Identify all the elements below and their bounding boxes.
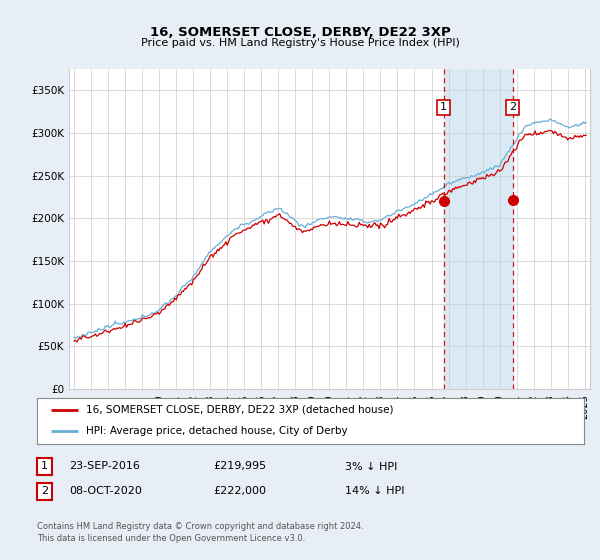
Text: HPI: Average price, detached house, City of Derby: HPI: Average price, detached house, City…	[86, 426, 348, 436]
Bar	[444, 69, 513, 389]
Text: Price paid vs. HM Land Registry's House Price Index (HPI): Price paid vs. HM Land Registry's House …	[140, 38, 460, 48]
Text: 08-OCT-2020: 08-OCT-2020	[69, 486, 142, 496]
Text: 3% ↓ HPI: 3% ↓ HPI	[345, 461, 397, 472]
Text: Contains HM Land Registry data © Crown copyright and database right 2024.
This d: Contains HM Land Registry data © Crown c…	[37, 522, 364, 543]
Text: 16, SOMERSET CLOSE, DERBY, DE22 3XP: 16, SOMERSET CLOSE, DERBY, DE22 3XP	[149, 26, 451, 39]
Text: 1: 1	[41, 461, 48, 472]
Text: 2: 2	[509, 102, 516, 113]
Text: 14% ↓ HPI: 14% ↓ HPI	[345, 486, 404, 496]
Text: 23-SEP-2016: 23-SEP-2016	[69, 461, 140, 472]
Text: £222,000: £222,000	[213, 486, 266, 496]
Text: £219,995: £219,995	[213, 461, 266, 472]
Text: 1: 1	[440, 102, 447, 113]
Text: 16, SOMERSET CLOSE, DERBY, DE22 3XP (detached house): 16, SOMERSET CLOSE, DERBY, DE22 3XP (det…	[86, 405, 394, 415]
Text: 2: 2	[41, 486, 48, 496]
